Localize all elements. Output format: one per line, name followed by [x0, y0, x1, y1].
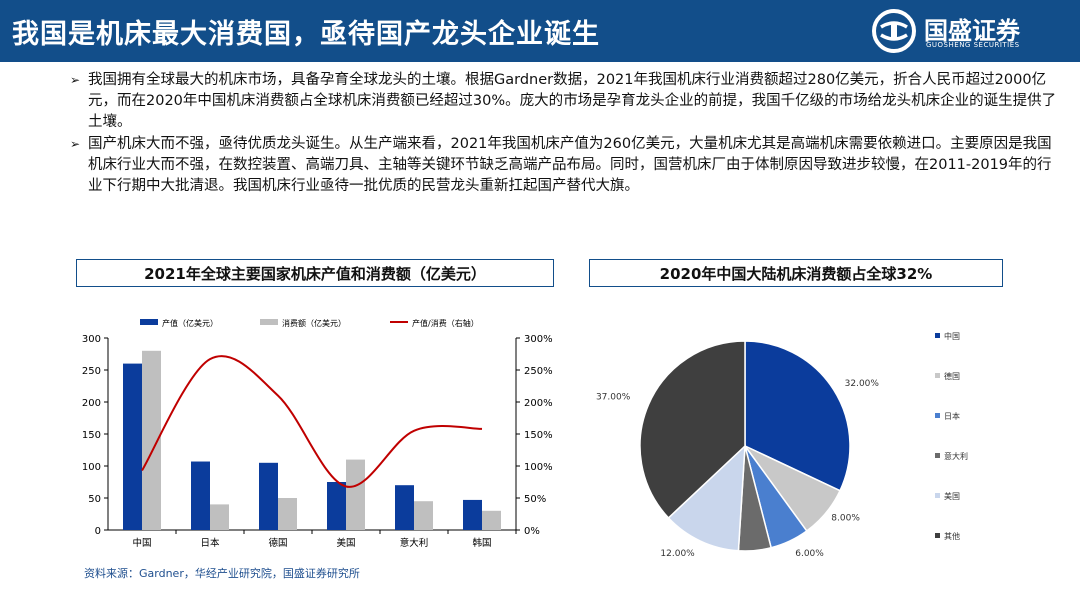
- legend-swatch-consumption: [260, 319, 278, 325]
- legend-swatch: [935, 333, 940, 338]
- arrow-bullet-icon: ➢: [70, 73, 81, 87]
- brand-name: 国盛证券: [924, 17, 1020, 45]
- bullet-item: ➢ 我国拥有全球最大的机床市场，具备孕育全球龙头的土壤。根据Gardner数据，…: [70, 70, 1060, 133]
- y-right-tick-label: 50%: [524, 494, 546, 505]
- brand-logo: 国盛证券 GUOSHENG SECURITIES: [872, 9, 1072, 55]
- legend-label: 美国: [944, 491, 960, 501]
- legend-label: 其他: [944, 531, 960, 541]
- legend-swatch: [935, 453, 940, 458]
- bullet-list: ➢ 我国拥有全球最大的机床市场，具备孕育全球龙头的土壤。根据Gardner数据，…: [70, 70, 1060, 198]
- legend-swatch: [935, 493, 940, 498]
- y-right-tick-label: 250%: [524, 366, 553, 377]
- x-tick-label: 日本: [200, 537, 220, 549]
- pie-value-label: 6.00%: [795, 549, 824, 559]
- pie-value-label: 8.00%: [831, 513, 860, 523]
- bullet-item: ➢ 国产机床大而不强，亟待优质龙头诞生。从生产端来看，2021年我国机床产值为2…: [70, 134, 1060, 197]
- bar-consumption: [482, 510, 501, 530]
- pie-slice: [667, 444, 746, 552]
- bar-output: [191, 461, 210, 530]
- y-tick-label: 300: [82, 334, 101, 345]
- pie-slice: [744, 340, 851, 492]
- source-note: 资料来源：Gardner，华经产业研究院，国盛证券研究所: [84, 567, 360, 580]
- y-right-tick-label: 200%: [524, 398, 553, 409]
- pie-value-label: 37.00%: [596, 392, 631, 402]
- bar-output: [327, 482, 346, 530]
- legend-label-consumption: 消费额（亿美元）: [282, 318, 346, 328]
- bar-consumption: [210, 504, 229, 530]
- y-right-tick-label: 0%: [524, 526, 540, 537]
- y-right-tick-label: 100%: [524, 462, 553, 473]
- y-tick-label: 250: [82, 366, 101, 377]
- pie-chart-title: 2020年中国大陆机床消费额占全球32%: [589, 259, 1003, 287]
- bar-consumption: [142, 350, 161, 530]
- legend-label: 德国: [944, 371, 960, 381]
- legend-label: 中国: [944, 331, 960, 341]
- bar-chart-title: 2021年全球主要国家机床产值和消费额（亿美元）: [76, 259, 554, 287]
- legend-swatch: [935, 533, 940, 538]
- legend-label-output: 产值（亿美元）: [162, 318, 218, 328]
- bar-consumption: [414, 501, 433, 530]
- legend-swatch-output: [140, 319, 158, 325]
- pie-value-label: 12.00%: [660, 549, 695, 559]
- bar-output: [123, 363, 142, 530]
- legend-swatch: [935, 373, 940, 378]
- bar-output: [395, 485, 414, 530]
- legend-label-ratio: 产值/消费（右轴）: [412, 318, 479, 328]
- y-right-tick-label: 300%: [524, 334, 553, 345]
- logo-icon: [872, 9, 916, 53]
- y-tick-label: 50: [88, 494, 101, 505]
- y-tick-label: 200: [82, 398, 101, 409]
- x-tick-label: 韩国: [472, 537, 491, 549]
- arrow-bullet-icon: ➢: [70, 137, 81, 151]
- pie-value-label: 5.00%: [756, 559, 785, 560]
- x-tick-label: 中国: [132, 537, 151, 549]
- pie-value-label: 32.00%: [845, 379, 880, 389]
- y-tick-label: 150: [82, 430, 101, 441]
- legend-swatch: [935, 413, 940, 418]
- x-tick-label: 美国: [336, 537, 355, 549]
- brand-subtitle: GUOSHENG SECURITIES: [926, 41, 1020, 49]
- legend-label: 日本: [944, 411, 960, 421]
- legend-label: 意大利: [944, 451, 968, 461]
- y-tick-label: 100: [82, 462, 101, 473]
- pie-slice: [639, 340, 746, 519]
- bullet-text: 国产机床大而不强，亟待优质龙头诞生。从生产端来看，2021年我国机床产值为260…: [88, 136, 1052, 194]
- x-tick-label: 意大利: [400, 537, 429, 549]
- page-title: 我国是机床最大消费国，亟待国产龙头企业诞生: [12, 19, 600, 50]
- pie-chart: 32.00% 8.00% 6.00% 5.00% 12.00% 37.00% 中国德国日本意…: [596, 331, 968, 560]
- bar-line-chart: 0 50 100 150 200 250 300 0% 50% 100% 150% 200% 250% 3…: [82, 318, 553, 549]
- bar-output: [259, 462, 278, 530]
- bar-output: [463, 499, 482, 530]
- x-tick-label: 德国: [268, 537, 287, 549]
- bar-consumption: [278, 498, 297, 530]
- bullet-text: 我国拥有全球最大的机床市场，具备孕育全球龙头的土壤。根据Gardner数据，20…: [88, 72, 1057, 130]
- y-tick-label: 0: [95, 526, 101, 537]
- bar-consumption: [346, 459, 365, 530]
- y-right-tick-label: 150%: [524, 430, 553, 441]
